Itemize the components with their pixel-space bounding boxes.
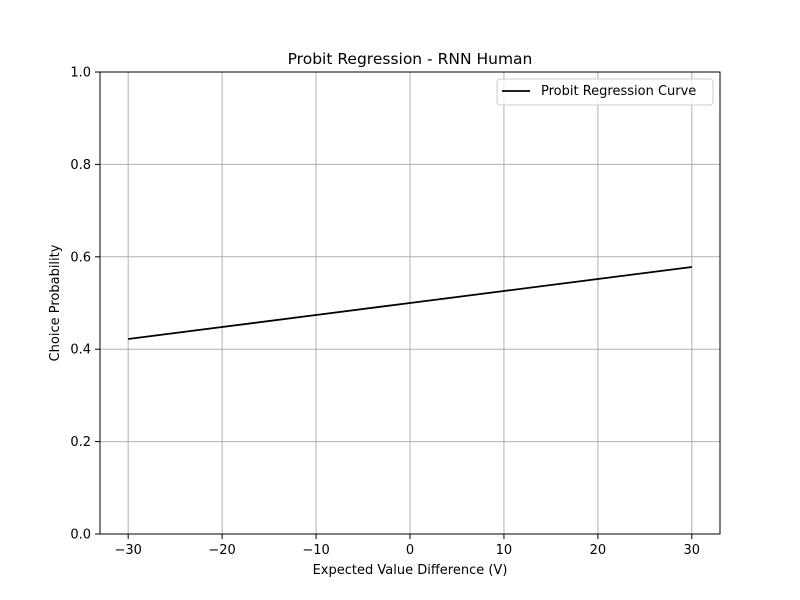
x-tick-label: 10 bbox=[496, 543, 513, 558]
x-tick-label: 20 bbox=[590, 543, 607, 558]
y-tick-label: 1.0 bbox=[70, 66, 91, 81]
y-axis-ticks: 0.0 0.2 0.4 0.6 0.8 1.0 bbox=[70, 66, 100, 543]
series-layer bbox=[128, 266, 692, 340]
x-tick-label: −10 bbox=[302, 543, 329, 558]
y-tick-label: 0.4 bbox=[70, 343, 91, 358]
legend-entry-label: Probit Regression Curve bbox=[541, 84, 696, 99]
chart-title: Probit Regression - RNN Human bbox=[288, 50, 533, 68]
y-tick-label: 0.0 bbox=[70, 528, 91, 543]
x-axis-ticks: −30 −20 −10 0 10 20 30 bbox=[114, 534, 700, 558]
y-tick-label: 0.2 bbox=[70, 435, 91, 450]
y-tick-label: 0.8 bbox=[70, 158, 91, 173]
x-tick-label: −30 bbox=[114, 543, 141, 558]
x-tick-label: 0 bbox=[406, 543, 414, 558]
y-axis-label: Choice Probability bbox=[48, 244, 63, 361]
x-tick-label: 30 bbox=[684, 543, 701, 558]
legend-box bbox=[496, 78, 714, 106]
x-axis-label: Expected Value Difference (V) bbox=[313, 563, 508, 578]
y-tick-label: 0.6 bbox=[70, 250, 91, 265]
x-tick-label: −20 bbox=[208, 543, 235, 558]
legend: Probit Regression Curve bbox=[496, 78, 714, 106]
probit-regression-curve bbox=[128, 266, 692, 340]
